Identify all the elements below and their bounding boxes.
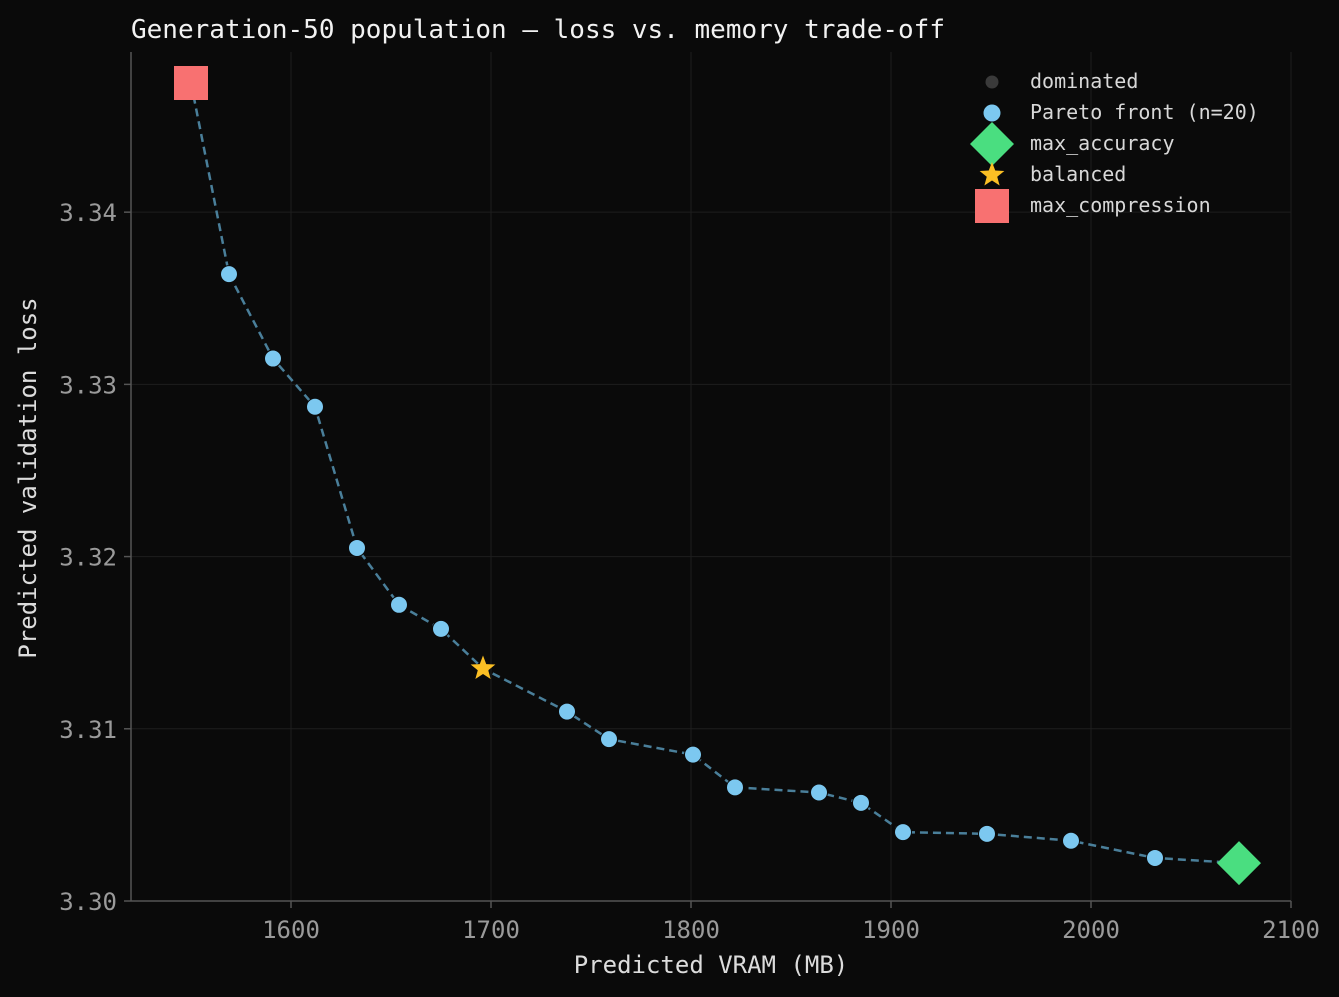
pareto-point [1062, 831, 1080, 850]
x-tick-label: 1600 [262, 916, 320, 944]
y-tick-label: 3.33 [59, 371, 117, 399]
y-tick-label: 3.34 [59, 199, 117, 227]
legend-entry: max_accuracy [970, 122, 1175, 166]
legend-entry: dominated [985, 69, 1138, 93]
x-tick-label: 1700 [462, 916, 520, 944]
axes [130, 52, 1291, 902]
x-tick-label: 1800 [662, 916, 720, 944]
pareto-point [894, 823, 912, 842]
pareto-point [600, 730, 618, 749]
y-tick-label: 3.31 [59, 716, 117, 744]
max-accuracy-marker [1217, 841, 1261, 886]
data-points [220, 265, 1164, 867]
x-axis-label: Predicted VRAM (MB) [574, 951, 849, 979]
pareto-point [726, 778, 744, 797]
legend-marker-pareto [983, 104, 1001, 122]
legend-marker-max-accuracy [970, 122, 1014, 166]
x-tick-label: 2000 [1062, 916, 1120, 944]
legend-label: Pareto front (n=20) [1030, 100, 1259, 124]
pareto-point [390, 595, 408, 614]
highlighted-points [174, 65, 1261, 886]
tick-labels: 1600 1700 1800 1900 2000 2100 3.30 3.31 3.32 3.33… [59, 199, 1320, 944]
grid [131, 52, 1292, 902]
pareto-point [306, 397, 324, 416]
pareto-point [264, 349, 282, 368]
legend-label: balanced [1030, 162, 1126, 186]
legend-label: max_accuracy [1030, 131, 1175, 155]
y-axis-label: Predicted validation loss [14, 297, 42, 658]
pareto-point [220, 265, 238, 284]
pareto-point [558, 702, 576, 721]
legend-entry: Pareto front (n=20) [983, 100, 1259, 124]
legend-label: dominated [1030, 69, 1138, 93]
pareto-point [852, 793, 870, 812]
max-compression-marker [174, 65, 208, 100]
pareto-point [1146, 848, 1164, 867]
y-tick-label: 3.30 [59, 888, 117, 916]
x-tick-label: 1900 [862, 916, 920, 944]
legend: dominated Pareto front (n=20) max_accuracy… [970, 69, 1259, 223]
pareto-point [810, 783, 828, 802]
y-tick-label: 3.32 [59, 544, 117, 572]
pareto-point [432, 619, 450, 638]
legend-marker-balanced [979, 162, 1005, 186]
legend-entry: max_compression [975, 189, 1211, 223]
balanced-marker [470, 655, 496, 680]
pareto-point [684, 745, 702, 764]
pareto-point [978, 824, 996, 843]
legend-label: max_compression [1030, 193, 1211, 217]
legend-entry: balanced [979, 162, 1126, 186]
legend-marker-max-compression [975, 189, 1009, 223]
chart-title: Generation-50 population — loss vs. memo… [131, 15, 945, 45]
legend-marker-dominated [985, 75, 999, 89]
pareto-point [348, 538, 366, 557]
x-tick-label: 2100 [1262, 916, 1320, 944]
